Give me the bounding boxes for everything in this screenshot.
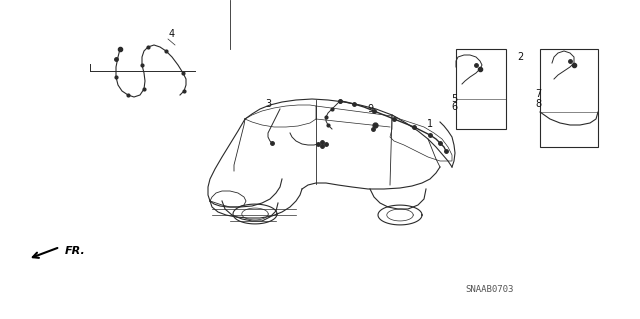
- Text: 6: 6: [451, 102, 457, 112]
- Text: 5: 5: [451, 94, 457, 104]
- Text: 9: 9: [367, 104, 373, 114]
- Text: 3: 3: [265, 99, 271, 109]
- Bar: [456, 49, 506, 129]
- Text: 7: 7: [535, 89, 541, 99]
- Text: 4: 4: [169, 29, 175, 39]
- Text: FR.: FR.: [65, 246, 86, 256]
- Bar: [540, 49, 598, 147]
- Text: 8: 8: [535, 99, 541, 109]
- Text: 1: 1: [427, 119, 433, 129]
- Text: SNAAB0703: SNAAB0703: [466, 285, 514, 293]
- Text: 2: 2: [517, 52, 523, 62]
